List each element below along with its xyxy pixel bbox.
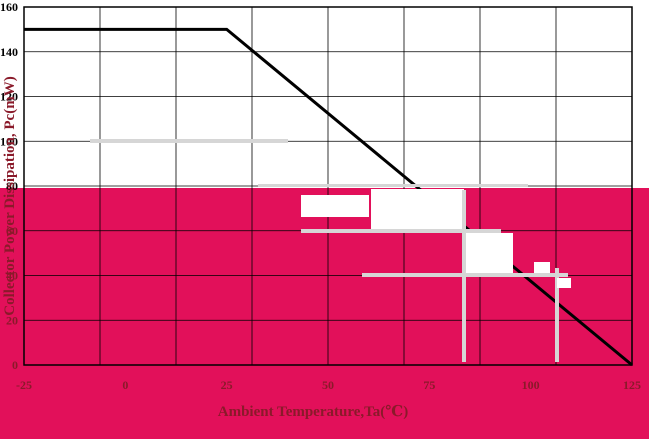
y-tick-label: 60 [6, 224, 18, 238]
x-axis-title: Ambient Temperature,Ta(℃) [218, 404, 408, 420]
white-box-artifact [534, 262, 550, 273]
grey-bar-artifact [555, 268, 559, 362]
white-box-artifact [301, 195, 369, 217]
x-tick-labels: -25 0 25 50 75 100 125 [16, 378, 641, 392]
y-tick-label: 100 [0, 134, 18, 148]
y-tick-label: 120 [0, 90, 18, 104]
grey-bar-artifact [462, 190, 466, 362]
x-tick-label: 50 [322, 378, 334, 392]
y-axis-title: Collector Power Dissipation, Pc(mW) [2, 76, 18, 315]
x-tick-label: 125 [623, 378, 641, 392]
y-tick-label: 20 [6, 313, 18, 327]
grey-bar-artifact [301, 229, 501, 233]
x-tick-label: 75 [423, 378, 435, 392]
white-box-artifact [557, 278, 571, 288]
y-tick-label: 0 [12, 358, 18, 372]
y-tick-label: 80 [6, 179, 18, 193]
x-tick-label: 25 [221, 378, 233, 392]
y-tick-label: 140 [0, 45, 18, 59]
grey-bar-artifact [90, 139, 288, 143]
y-tick-label: 160 [0, 0, 18, 14]
white-box-artifact [371, 189, 464, 231]
white-box-artifact [465, 233, 513, 273]
y-tick-labels: 0 20 40 60 80 100 120 140 160 [0, 0, 18, 372]
plot-border [23, 6, 633, 366]
grey-bar-artifact [258, 184, 528, 187]
x-tick-label: -25 [16, 378, 32, 392]
y-tick-label: 40 [6, 269, 18, 283]
x-tick-label: 0 [122, 378, 128, 392]
x-tick-label: 100 [522, 378, 540, 392]
